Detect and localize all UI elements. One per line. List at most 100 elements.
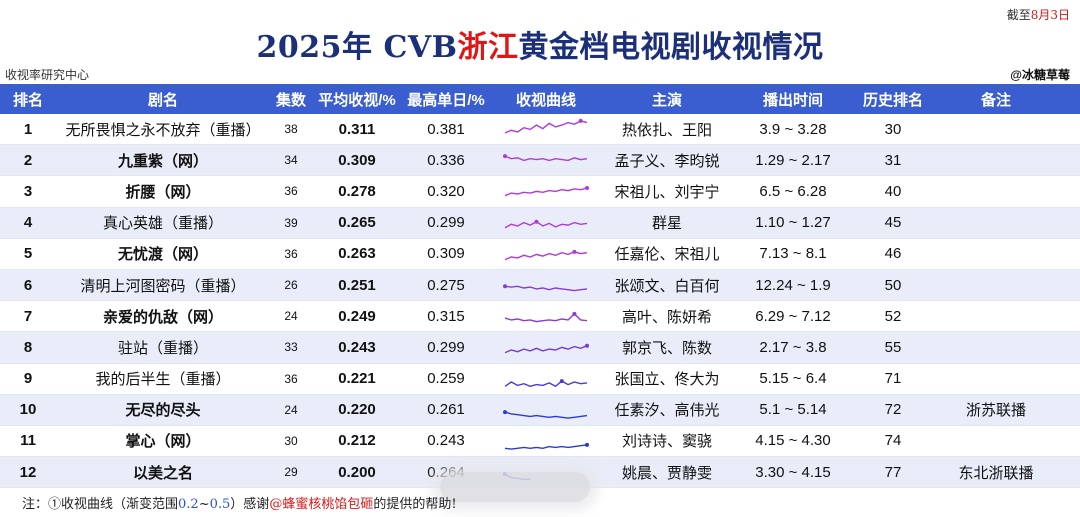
curve-line bbox=[504, 220, 588, 228]
rating-curve bbox=[503, 284, 588, 292]
average-cell: 0.309 bbox=[338, 151, 376, 169]
note-cell: 东北浙联播 bbox=[958, 464, 1034, 482]
history-cell: 72 bbox=[884, 401, 902, 419]
episodes-cell: 39 bbox=[284, 215, 298, 230]
source-label: 收视率研究中心 bbox=[5, 68, 90, 82]
episodes-cell: 36 bbox=[284, 246, 298, 261]
actors-cell: 张国立、佟大为 bbox=[614, 371, 720, 389]
header-history: 历史排名 bbox=[862, 91, 923, 109]
curve-peak-dot bbox=[578, 118, 583, 123]
curve-peak-dot bbox=[572, 312, 577, 317]
title-cell: 无忧渡（网） bbox=[117, 246, 208, 264]
header-peak: 最高单日/% bbox=[407, 91, 485, 109]
header-episodes: 集数 bbox=[275, 91, 306, 109]
airtime-cell: 6.5 ~ 6.28 bbox=[759, 182, 827, 200]
rank-cell: 5 bbox=[23, 245, 33, 263]
title-cell: 无尽的尽头 bbox=[125, 402, 201, 420]
peak-cell: 0.259 bbox=[427, 370, 465, 388]
title-cell: 掌心（网） bbox=[125, 433, 201, 451]
title-cell: 九重紫（网） bbox=[117, 152, 208, 170]
history-cell: 74 bbox=[884, 432, 902, 450]
rating-curve bbox=[504, 312, 588, 323]
curve-cell bbox=[490, 242, 602, 266]
average-cell: 0.265 bbox=[338, 214, 376, 232]
airtime-cell: 3.30 ~ 4.15 bbox=[755, 463, 831, 481]
curve-peak-dot bbox=[503, 409, 507, 414]
rank-cell: 1 bbox=[23, 120, 33, 138]
rating-curve bbox=[504, 186, 589, 197]
episodes-cell: 34 bbox=[284, 153, 298, 168]
header-note: 备注 bbox=[980, 91, 1011, 109]
average-cell: 0.249 bbox=[338, 307, 376, 325]
curve-cell bbox=[490, 117, 602, 141]
curve-cell bbox=[490, 335, 602, 359]
curve-line bbox=[504, 444, 588, 450]
page-title: 2025年 CVB浙江黄金档电视剧收视情况 bbox=[256, 30, 824, 65]
history-cell: 30 bbox=[884, 120, 902, 138]
rating-curve bbox=[504, 344, 589, 354]
header-name: 剧名 bbox=[147, 91, 178, 109]
author-label: @冰糖草莓 bbox=[1010, 68, 1070, 82]
curve-peak-dot bbox=[585, 344, 589, 349]
curve-peak-dot bbox=[503, 284, 507, 289]
actors-cell: 宋祖儿、刘宇宁 bbox=[614, 183, 720, 201]
actors-cell: 任素汐、高伟光 bbox=[614, 402, 720, 420]
airtime-cell: 2.17 ~ 3.8 bbox=[759, 338, 827, 356]
rank-cell: 4 bbox=[23, 214, 33, 232]
history-cell: 55 bbox=[884, 338, 902, 356]
table-row: 5 无忧渡（网） 36 0.263 0.309 任嘉伦、宋祖儿 7.13 ~ 8.1 46 bbox=[0, 239, 1080, 270]
table-row: 4 真心英雄（重播） 39 0.265 0.299 群星 1.10 ~ 1.27 45 bbox=[0, 207, 1080, 239]
title-cell: 折腰（网） bbox=[125, 183, 201, 201]
curve-peak-dot bbox=[534, 219, 539, 224]
actors-cell: 姚晨、贾静雯 bbox=[621, 464, 712, 482]
average-cell: 0.243 bbox=[338, 338, 376, 356]
header-rank: 排名 bbox=[12, 91, 43, 109]
peak-cell: 0.275 bbox=[427, 276, 465, 294]
rank-cell: 6 bbox=[23, 276, 33, 294]
curve-cell bbox=[490, 148, 602, 172]
airtime-cell: 7.13 ~ 8.1 bbox=[759, 245, 827, 263]
history-cell: 50 bbox=[884, 276, 902, 294]
table-row: 8 驻站（重播） 33 0.243 0.299 郭京飞、陈数 2.17 ~ 3.8 55 bbox=[0, 332, 1080, 364]
rating-curve bbox=[504, 249, 588, 261]
average-cell: 0.212 bbox=[338, 432, 376, 450]
curve-line bbox=[504, 411, 588, 419]
peak-cell: 0.309 bbox=[427, 245, 465, 263]
rank-cell: 11 bbox=[20, 432, 36, 450]
table-row: 3 折腰（网） 36 0.278 0.320 宋祖儿、刘宇宁 6.5 ~ 6.28 40 bbox=[0, 176, 1080, 208]
actors-cell: 刘诗诗、窦骁 bbox=[621, 433, 712, 451]
average-cell: 0.200 bbox=[338, 463, 376, 481]
curve-cell bbox=[490, 398, 602, 422]
peak-cell: 0.299 bbox=[427, 338, 465, 356]
table-row: 9 我的后半生（重播） 36 0.221 0.259 张国立、佟大为 5.15 ~ 6.4 7… bbox=[0, 364, 1080, 395]
airtime-cell: 1.10 ~ 1.27 bbox=[755, 214, 831, 232]
curve-line bbox=[504, 155, 588, 162]
table-row: 10 无尽的尽头 24 0.220 0.261 任素汐、高伟光 5.1 ~ 5.14 72 浙苏… bbox=[0, 394, 1080, 426]
average-cell: 0.311 bbox=[338, 120, 376, 138]
header-curve: 收视曲线 bbox=[515, 91, 576, 109]
curve-line bbox=[504, 379, 588, 387]
curve-line bbox=[504, 285, 588, 292]
rating-curve bbox=[504, 378, 588, 387]
title-cell: 驻站（重播） bbox=[117, 339, 208, 357]
episodes-cell: 24 bbox=[284, 402, 298, 417]
note-cell: 浙苏联播 bbox=[965, 402, 1026, 420]
airtime-cell: 6.29 ~ 7.12 bbox=[755, 307, 831, 325]
footer-note: 注：①收视曲线（渐变范围0.2~0.5）感谢@蜂蜜核桃馅包砸的提供的帮助! bbox=[22, 497, 457, 512]
table-body: 1 无所畏惧之永不放弃（重播） 38 0.311 0.381 热依扎、王阳 3.9 ~ 3.… bbox=[0, 114, 1080, 489]
history-cell: 45 bbox=[884, 214, 902, 232]
curve-line bbox=[504, 120, 588, 134]
table-row: 7 亲爱的仇敌（网） 24 0.249 0.315 高叶、陈妍希 6.29 ~ 7.12 52 bbox=[0, 301, 1080, 333]
average-cell: 0.251 bbox=[338, 276, 376, 294]
rating-curve bbox=[503, 154, 588, 162]
date-note: 截至8月3日 bbox=[1006, 8, 1070, 22]
peak-cell: 0.336 bbox=[427, 151, 465, 169]
table-row: 2 九重紫（网） 34 0.309 0.336 孟子义、李昀锐 1.29 ~ 2.17 31 bbox=[0, 145, 1080, 177]
episodes-cell: 29 bbox=[284, 465, 298, 480]
header-actors: 主演 bbox=[651, 91, 682, 109]
curve-line bbox=[504, 345, 588, 354]
airtime-cell: 12.24 ~ 1.9 bbox=[755, 276, 831, 294]
curve-cell bbox=[490, 179, 602, 203]
rating-curve bbox=[503, 409, 588, 419]
episodes-cell: 30 bbox=[284, 433, 298, 448]
